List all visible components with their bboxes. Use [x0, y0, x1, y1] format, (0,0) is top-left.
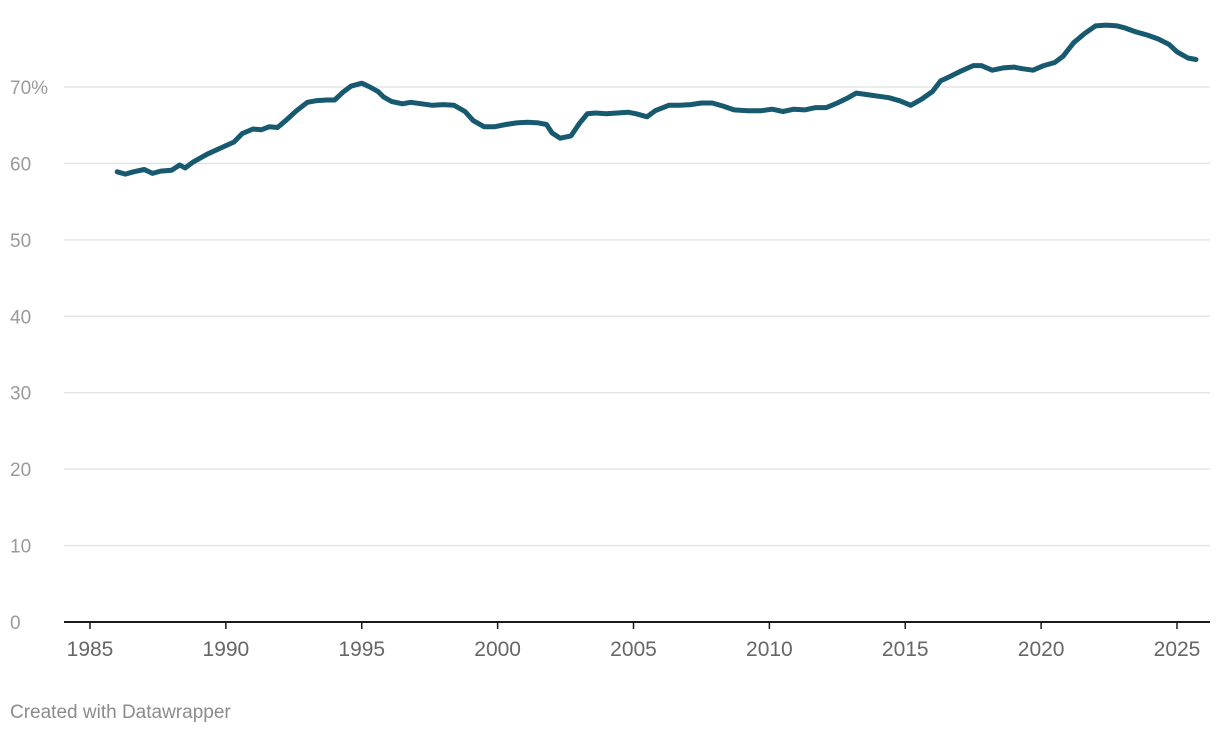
x-tick-label: 2015: [882, 638, 929, 661]
y-tick-label: 60: [10, 154, 31, 175]
x-tick-label: 2000: [474, 638, 521, 661]
x-tick-label: 1985: [67, 638, 114, 661]
y-tick-label: 50: [10, 231, 31, 252]
x-tick-label: 2005: [610, 638, 657, 661]
y-tick-label: 30: [10, 384, 31, 405]
credit-footer: Created with Datawrapper: [10, 702, 231, 723]
series-layer: [114, 22, 1199, 177]
y-tick-label: 40: [10, 307, 31, 328]
x-tick-label: 2025: [1154, 638, 1201, 661]
x-tick-label: 2020: [1018, 638, 1065, 661]
x-axis: 1985 1990 1995 2000 2005 2010 2015 2020 2025: [64, 621, 1210, 661]
x-tick-label: 1990: [203, 638, 250, 661]
x-tick-label: 2010: [746, 638, 793, 661]
y-gridlines: 0 10 20 30 40 50 60 70%: [10, 78, 1210, 634]
line-chart: 0 10 20 30 40 50 60 70% 1985 1990 1995 2000 2005 201…: [10, 22, 1210, 661]
x-tick-label: 1995: [338, 638, 385, 661]
y-tick-label: 20: [10, 460, 31, 481]
y-tick-label: 10: [10, 537, 31, 558]
y-tick-label: 0: [10, 613, 21, 634]
series-line: [114, 22, 1199, 177]
y-tick-label: 70%: [10, 78, 48, 99]
